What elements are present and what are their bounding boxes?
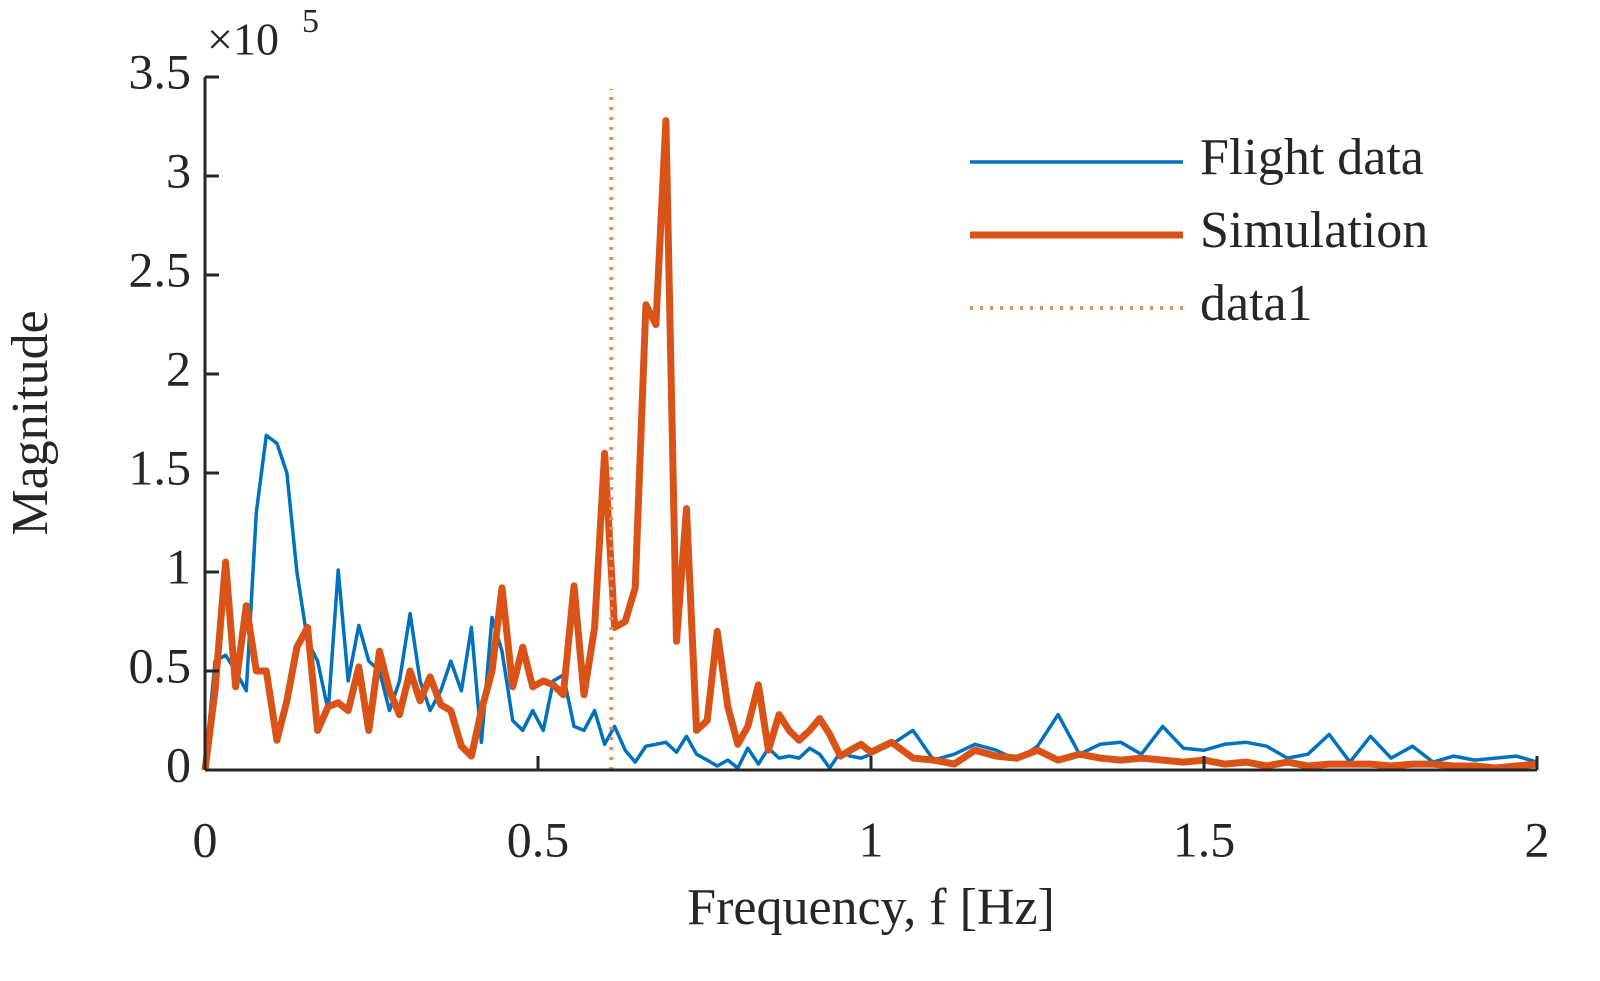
- y-tick-label: 0.5: [129, 637, 192, 693]
- series-line: [201, 117, 1538, 772]
- x-axis-label: Frequency, f [Hz]: [687, 879, 1055, 936]
- x-tick-label: 1: [859, 811, 884, 867]
- series-line: [203, 433, 1538, 771]
- y-multiplier-exponent: 5: [302, 3, 319, 40]
- legend-label: Simulation: [1200, 202, 1428, 259]
- x-tick-label: 0: [193, 811, 218, 867]
- legend-label: Flight data: [1200, 129, 1424, 186]
- y-tick-label: 3.5: [129, 43, 192, 99]
- x-tick-label: 0.5: [507, 811, 570, 867]
- y-tick-label: 0: [166, 736, 191, 792]
- y-tick-label: 1.5: [129, 439, 192, 495]
- y-tick-label: 2.5: [129, 241, 192, 297]
- y-tick-label: 2: [166, 340, 191, 396]
- x-tick-label: 2: [1525, 811, 1550, 867]
- y-tick-label: 3: [166, 142, 191, 198]
- legend-label: data1: [1200, 275, 1313, 332]
- y-axis-label: Magnitude: [2, 310, 59, 535]
- y-multiplier: ×10: [207, 14, 279, 65]
- y-tick-label: 1: [166, 538, 191, 594]
- x-tick-label: 1.5: [1173, 811, 1236, 867]
